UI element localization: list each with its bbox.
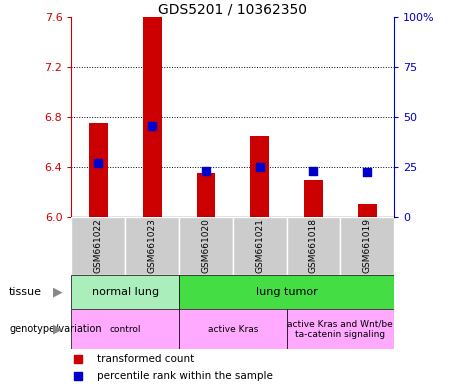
Text: lung tumor: lung tumor [256, 287, 318, 297]
Point [74, 373, 82, 379]
Point [148, 123, 156, 129]
Text: GSM661020: GSM661020 [201, 218, 210, 273]
Text: GSM661022: GSM661022 [94, 218, 103, 273]
Text: GSM661018: GSM661018 [309, 218, 318, 273]
Bar [179, 309, 287, 349]
Bar [71, 217, 125, 275]
Bar [304, 180, 323, 217]
Text: active Kras and Wnt/be
ta-catenin signaling: active Kras and Wnt/be ta-catenin signal… [288, 319, 393, 339]
Bar [358, 205, 377, 217]
Bar [89, 123, 108, 217]
Bar [287, 217, 340, 275]
Text: control: control [110, 325, 141, 334]
Bar [250, 136, 269, 217]
Bar [71, 275, 179, 309]
Bar [179, 275, 394, 309]
Text: tissue: tissue [9, 287, 42, 297]
Text: percentile rank within the sample: percentile rank within the sample [97, 371, 273, 381]
Bar [143, 17, 161, 217]
Text: active Kras: active Kras [207, 325, 258, 334]
Bar [196, 173, 215, 217]
Point [95, 160, 102, 166]
Bar [125, 217, 179, 275]
Text: GSM661019: GSM661019 [363, 218, 372, 273]
Point [202, 168, 210, 174]
Text: genotype/variation: genotype/variation [9, 324, 102, 334]
Point [74, 356, 82, 362]
Text: ▶: ▶ [53, 323, 62, 336]
Point [256, 164, 263, 170]
Point [364, 169, 371, 175]
Bar [179, 217, 233, 275]
Bar [233, 217, 287, 275]
Text: normal lung: normal lung [92, 287, 159, 297]
Title: GDS5201 / 10362350: GDS5201 / 10362350 [158, 2, 307, 16]
Text: ▶: ▶ [53, 285, 62, 298]
Bar [340, 217, 394, 275]
Text: GSM661021: GSM661021 [255, 218, 264, 273]
Text: GSM661023: GSM661023 [148, 218, 157, 273]
Text: transformed count: transformed count [97, 354, 195, 364]
Point [310, 168, 317, 174]
Bar [287, 309, 394, 349]
Bar [71, 309, 179, 349]
